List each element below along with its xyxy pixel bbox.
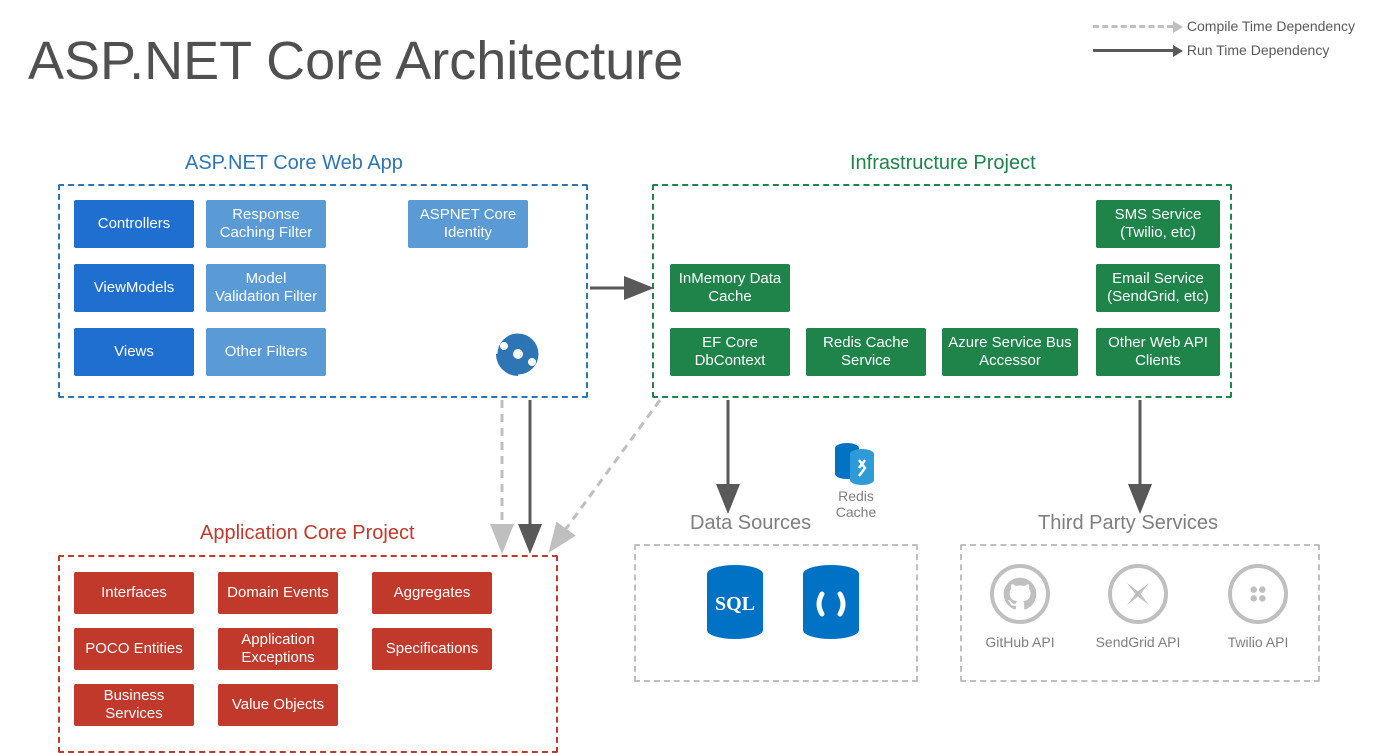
webapp-block: Model Validation Filter xyxy=(206,264,326,312)
legend-solid-line-icon xyxy=(1093,49,1173,52)
infra-block: Other Web API Clients xyxy=(1096,328,1220,376)
webapp-block: Other Filters xyxy=(206,328,326,376)
infra-block: Azure Service Bus Accessor xyxy=(942,328,1078,376)
infra-block: Email Service (SendGrid, etc) xyxy=(1096,264,1220,312)
infra-title: Infrastructure Project xyxy=(850,152,1036,175)
legend-runtime-label: Run Time Dependency xyxy=(1187,42,1329,58)
legend-runtime: Run Time Dependency xyxy=(1093,42,1355,58)
core-block: Domain Events xyxy=(218,572,338,614)
redis-cache-label: Redis Cache xyxy=(816,488,896,520)
svg-text:SQL: SQL xyxy=(715,593,755,615)
arrow-infra-to-core-compile xyxy=(552,400,660,548)
webapp-block: Views xyxy=(74,328,194,376)
data-sources-box xyxy=(634,544,918,682)
legend-compile: Compile Time Dependency xyxy=(1093,18,1355,34)
webapp-block: ASPNET Core Identity xyxy=(408,200,528,248)
webapp-block: Controllers xyxy=(74,200,194,248)
third-party-title: Third Party Services xyxy=(1038,512,1218,535)
cosmos-db-icon xyxy=(800,564,862,640)
azure-app-service-icon xyxy=(494,330,542,378)
core-block: Business Services xyxy=(74,684,194,726)
webapp-block: ViewModels xyxy=(74,264,194,312)
github-label: GitHub API xyxy=(978,634,1062,650)
infra-block: InMemory Data Cache xyxy=(670,264,790,312)
core-block: Interfaces xyxy=(74,572,194,614)
legend-dashed-line-icon xyxy=(1093,25,1173,28)
legend-compile-label: Compile Time Dependency xyxy=(1187,18,1355,34)
core-title: Application Core Project xyxy=(200,522,415,545)
webapp-block: Response Caching Filter xyxy=(206,200,326,248)
core-block: Specifications xyxy=(372,628,492,670)
legend: Compile Time Dependency Run Time Depende… xyxy=(1093,18,1355,66)
twilio-icon xyxy=(1228,564,1288,624)
data-sources-title: Data Sources xyxy=(690,512,811,535)
infra-block: SMS Service (Twilio, etc) xyxy=(1096,200,1220,248)
twilio-label: Twilio API xyxy=(1214,634,1302,650)
core-block: Value Objects xyxy=(218,684,338,726)
page-title: ASP.NET Core Architecture xyxy=(28,30,683,92)
github-icon xyxy=(990,564,1050,624)
core-block: POCO Entities xyxy=(74,628,194,670)
sendgrid-label: SendGrid API xyxy=(1092,634,1184,650)
core-block: Aggregates xyxy=(372,572,492,614)
infra-block: EF Core DbContext xyxy=(670,328,790,376)
infra-block: Redis Cache Service xyxy=(806,328,926,376)
core-block: Application Exceptions xyxy=(218,628,338,670)
sendgrid-icon xyxy=(1108,564,1168,624)
sql-database-icon: SQL xyxy=(704,564,766,640)
redis-cache-icon xyxy=(832,438,876,486)
webapp-title: ASP.NET Core Web App xyxy=(185,152,403,175)
